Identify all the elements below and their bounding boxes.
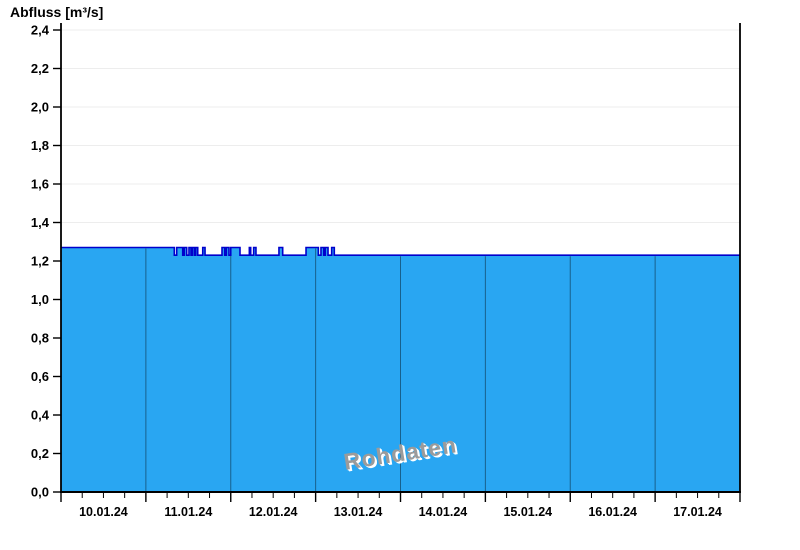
y-axis-tick-label: 2,2 bbox=[31, 61, 49, 76]
y-axis-tick-label: 0,6 bbox=[31, 369, 49, 384]
x-axis-day-label: 16.01.24 bbox=[588, 505, 637, 519]
y-axis-tick-label: 0,8 bbox=[31, 331, 49, 346]
y-axis-unit-title: Abfluss [m³/s] bbox=[10, 4, 104, 20]
y-axis-tick-label: 0,4 bbox=[31, 408, 50, 423]
x-axis-day-label: 10.01.24 bbox=[79, 505, 128, 519]
y-axis-tick-label: 1,0 bbox=[31, 292, 49, 307]
discharge-line bbox=[61, 246, 740, 256]
y-axis-tick-label: 0,0 bbox=[31, 485, 49, 500]
x-axis-day-label: 14.01.24 bbox=[419, 505, 468, 519]
y-axis-tick-label: 1,4 bbox=[31, 215, 50, 230]
y-axis-tick-label: 1,6 bbox=[31, 177, 49, 192]
x-axis-day-label: 11.01.24 bbox=[164, 505, 212, 519]
y-axis-tick-label: 1,8 bbox=[31, 138, 49, 153]
y-axis-tick-label: 2,0 bbox=[31, 100, 49, 115]
y-axis-tick-label: 0,2 bbox=[31, 446, 49, 461]
discharge-area-fill bbox=[61, 247, 740, 492]
y-axis-tick-label: 2,4 bbox=[31, 23, 50, 38]
x-axis-day-label: 12.01.24 bbox=[249, 505, 298, 519]
x-axis-day-label: 17.01.24 bbox=[673, 505, 722, 519]
x-axis-day-label: 13.01.24 bbox=[334, 505, 383, 519]
y-axis-tick-label: 1,2 bbox=[31, 254, 49, 269]
x-axis-day-label: 15.01.24 bbox=[503, 505, 552, 519]
